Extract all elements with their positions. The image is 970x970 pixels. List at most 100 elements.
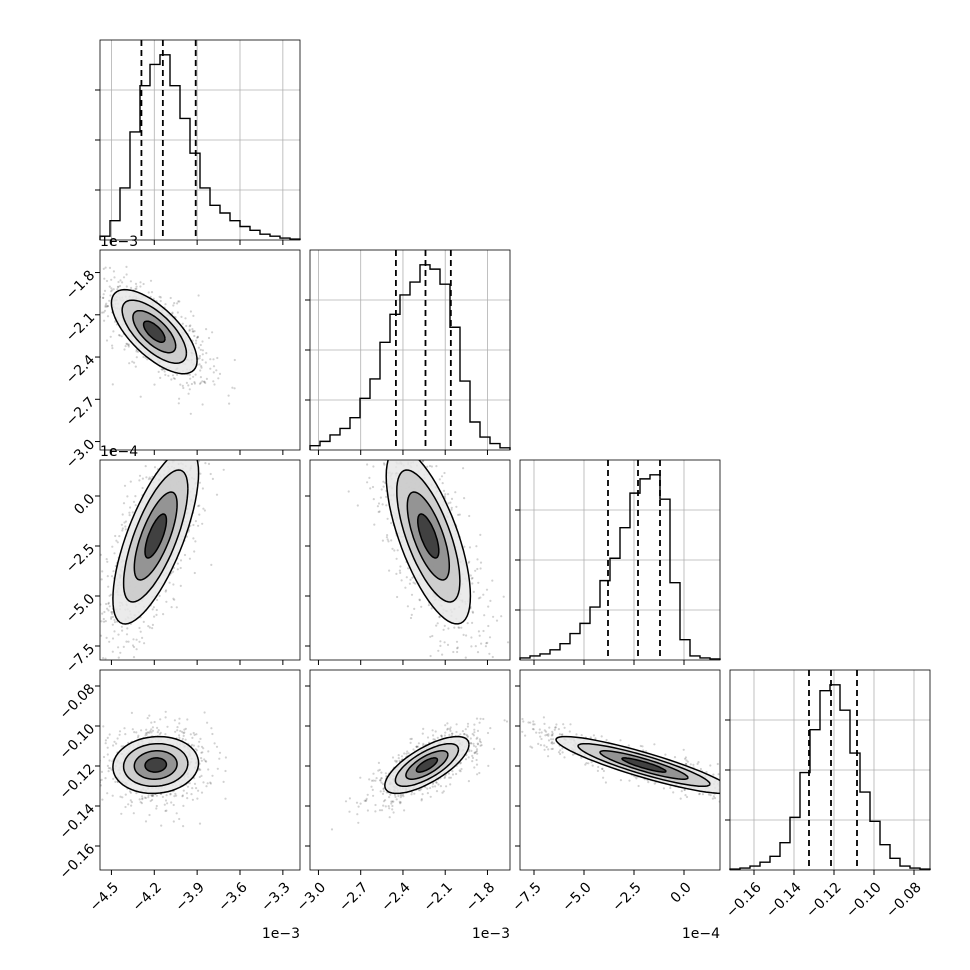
scatter-point [121, 796, 124, 799]
scatter-point [398, 569, 401, 572]
scatter-point [473, 731, 476, 734]
scatter-point [449, 729, 452, 733]
scatter-point [159, 296, 162, 299]
scatter-point [179, 559, 183, 562]
scatter-point [139, 395, 142, 398]
scatter-point [686, 760, 690, 763]
scatter-point [746, 808, 748, 810]
scatter-point [682, 748, 685, 751]
scatter-point [112, 570, 115, 573]
scatter-point [173, 795, 176, 798]
scatter-point [415, 745, 418, 748]
scatter-point [477, 630, 480, 633]
scatter-point [201, 358, 204, 361]
scatter-point [144, 796, 148, 800]
scatter-point [148, 731, 151, 734]
scatter-point [172, 304, 175, 307]
scatter-point [487, 605, 490, 608]
scatter-point [179, 729, 182, 733]
scatter-point [138, 479, 141, 482]
scatter-point [723, 781, 725, 783]
scatter-point [471, 714, 473, 716]
scatter-point [103, 319, 106, 322]
scatter-point [443, 641, 446, 644]
scatter-point [194, 373, 197, 376]
scatter-point [111, 289, 114, 292]
scatter-point [178, 734, 181, 737]
scatter-point [482, 717, 485, 721]
scatter-point [381, 503, 384, 506]
scatter-point [445, 785, 448, 788]
scatter-point [491, 579, 494, 582]
scatter-point [193, 334, 196, 338]
scatter-point [130, 804, 133, 807]
scatter-point [124, 520, 128, 523]
axes-frame [309, 669, 511, 871]
scatter-point [200, 365, 203, 368]
scatter-point [98, 298, 100, 300]
scatter-point [131, 728, 134, 731]
scatter-point [408, 582, 411, 585]
contour-line [396, 469, 461, 603]
scatter-point [202, 747, 205, 750]
scatter-point [596, 769, 600, 773]
scatter-point [170, 606, 173, 609]
scatter-point [129, 280, 132, 283]
scatter-point [207, 425, 209, 427]
scatter-point [102, 296, 105, 299]
scatter-point [95, 779, 97, 781]
scatter-point [175, 452, 177, 454]
scatter-point [374, 803, 377, 807]
scatter-point [380, 488, 383, 491]
scatter-point [697, 761, 700, 764]
scatter-point [410, 791, 414, 794]
scatter-point [412, 581, 415, 584]
scatter-point [473, 728, 476, 731]
scatter-point [176, 568, 179, 571]
scatter-point [397, 754, 400, 757]
scatter-point [471, 582, 474, 585]
scatter-point [391, 547, 394, 550]
scatter-point [153, 466, 157, 469]
scatter-point [470, 749, 473, 753]
x-tick-label: −3.9 [173, 879, 208, 914]
scatter-point [416, 745, 420, 748]
scatter-point [101, 570, 104, 573]
scatter-point [476, 651, 480, 654]
scatter-point [457, 513, 460, 517]
scatter-point [197, 460, 201, 463]
scatter-point [124, 805, 127, 809]
scatter-point [404, 430, 406, 432]
scatter-point [123, 484, 127, 487]
scatter-point [145, 728, 148, 731]
scatter-point [472, 734, 475, 737]
y-tick-label: −0.08 [57, 681, 99, 723]
scatter-point [486, 731, 490, 735]
scatter-point [198, 456, 200, 458]
scatter-point [196, 336, 199, 339]
scatter-point [446, 643, 450, 647]
scatter-point [174, 458, 176, 460]
scatter-point [209, 782, 212, 785]
scatter-point [120, 745, 123, 748]
scatter-point [398, 759, 401, 762]
scatter-point [155, 794, 158, 797]
scatter-point [198, 740, 201, 743]
scatter-point [370, 785, 373, 788]
scatter-point [134, 365, 137, 368]
scatter-point [110, 768, 113, 771]
scatter-point [179, 383, 182, 386]
scatter-point [125, 640, 128, 643]
scatter-point [201, 417, 203, 419]
scatter-point [117, 656, 120, 659]
scatter-point [130, 801, 133, 804]
scatter-point [206, 721, 209, 724]
scatter-point [215, 369, 218, 372]
scatter-point [102, 267, 105, 270]
scatter-point [473, 752, 476, 755]
scatter-point [173, 598, 176, 601]
scatter-point [471, 760, 474, 763]
scatter-point [127, 344, 130, 347]
scatter-point [84, 750, 86, 752]
scatter-point [602, 769, 606, 773]
